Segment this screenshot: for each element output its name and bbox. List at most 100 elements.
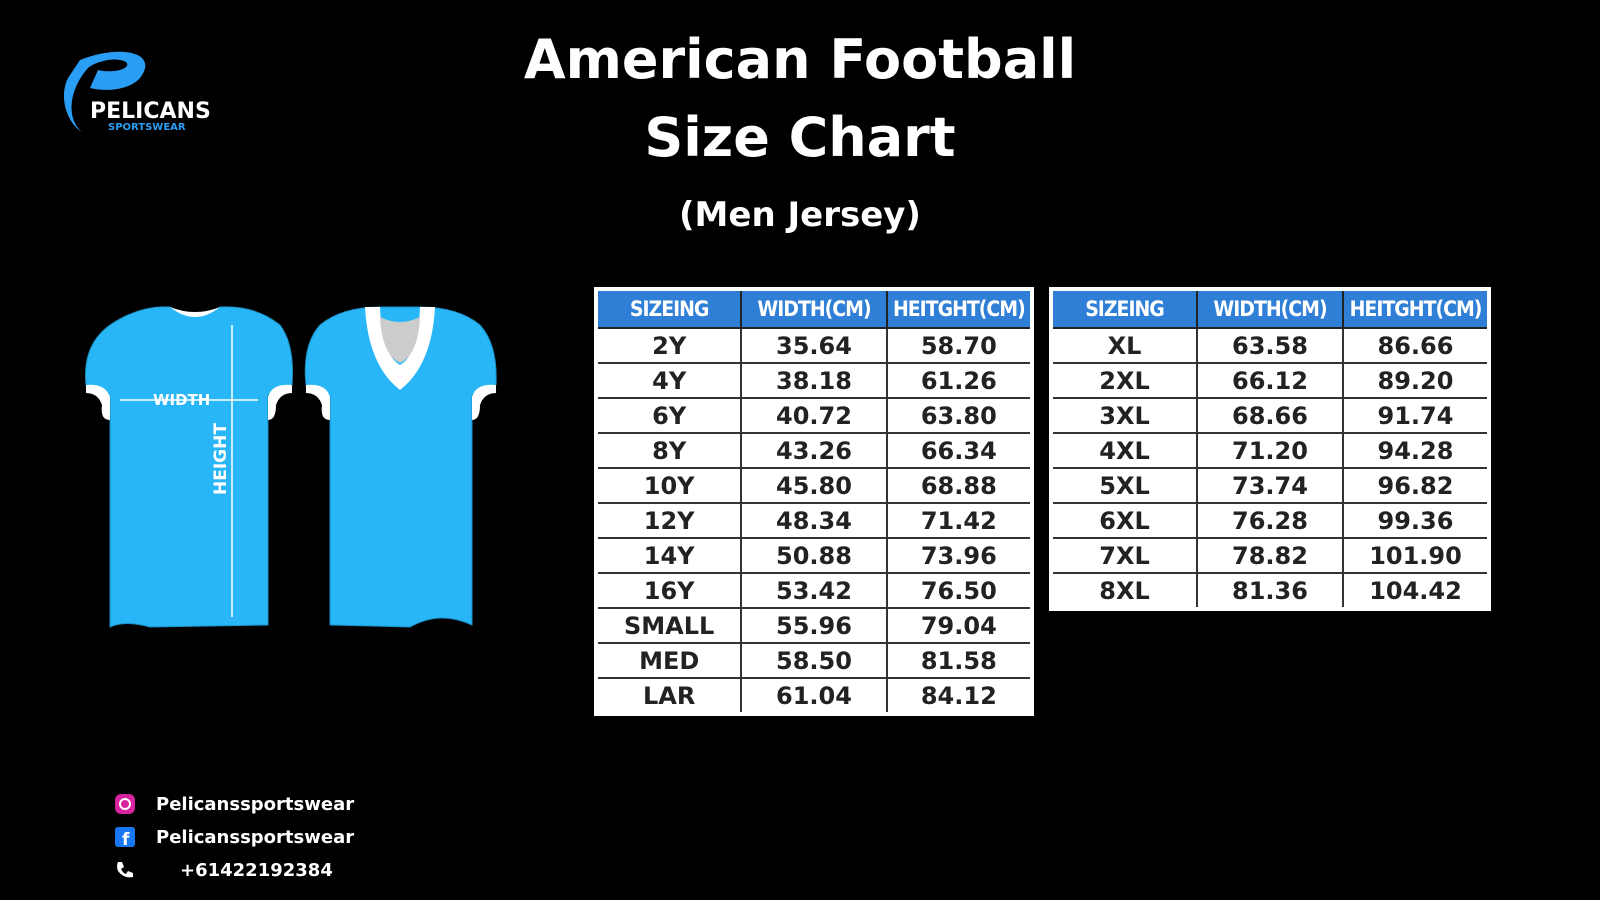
table-cell: 6Y <box>594 397 743 434</box>
contact-facebook: f Pelicanssportswear <box>114 826 354 848</box>
phone-number: +61422192384 <box>180 859 333 881</box>
table-cell: 94.28 <box>1342 432 1490 469</box>
table-row: 12Y 48.34 71.42 <box>594 502 1034 539</box>
table-cell: 68.88 <box>885 467 1034 504</box>
table-row: LAR 61.04 84.12 <box>594 677 1034 715</box>
table-cell: 81.36 <box>1196 572 1344 610</box>
table-cell: 2Y <box>594 327 743 364</box>
logo: PELICANS SPORTSWEAR <box>63 51 211 133</box>
table-row: 6Y 40.72 63.80 <box>594 397 1034 434</box>
column-header: SIZEING <box>1050 288 1198 329</box>
table-cell: 45.80 <box>740 467 888 504</box>
table-cell: 99.36 <box>1342 502 1490 539</box>
table-cell: 104.42 <box>1342 572 1490 610</box>
table-cell: 50.88 <box>740 537 888 574</box>
size-table: SIZEING WIDTH(CM) HEITGHT(CM) 2Y 35.64 58.70 4… <box>594 287 1034 716</box>
width-label: WIDTH <box>153 391 210 409</box>
table-cell: 86.66 <box>1342 327 1490 364</box>
table-cell: 48.34 <box>740 502 888 539</box>
jersey-diagram: WIDTH HEIGHT <box>85 306 497 628</box>
table-row: 2XL 66.12 89.20 <box>1050 362 1490 399</box>
table-row: 16Y 53.42 76.50 <box>594 572 1034 609</box>
table-row: XL 63.58 86.66 <box>1050 327 1490 364</box>
table-row: 14Y 50.88 73.96 <box>594 537 1034 574</box>
table-cell: MED <box>594 642 743 679</box>
title-line: American Football <box>523 28 1077 91</box>
table-cell: 38.18 <box>740 362 888 399</box>
jersey-back <box>304 306 497 628</box>
title-line: Size Chart <box>644 106 956 169</box>
table-cell: 61.04 <box>740 677 888 715</box>
table-cell: 58.50 <box>740 642 888 679</box>
table-cell: 53.42 <box>740 572 888 609</box>
table-cell: 8XL <box>1050 572 1198 610</box>
table-cell: 81.58 <box>885 642 1034 679</box>
table-row: 2Y 35.64 58.70 <box>594 327 1034 364</box>
table-row: 8Y 43.26 66.34 <box>594 432 1034 469</box>
column-header: WIDTH(CM) <box>1196 288 1344 329</box>
table-row: SMALL 55.96 79.04 <box>594 607 1034 644</box>
logo-name: PELICANS <box>90 99 211 124</box>
contact-phone: +61422192384 <box>114 859 333 881</box>
table-cell: 61.26 <box>885 362 1034 399</box>
table-cell: 16Y <box>594 572 743 609</box>
table-cell: 68.66 <box>1196 397 1344 434</box>
table-cell: 43.26 <box>740 432 888 469</box>
table-cell: 7XL <box>1050 537 1198 574</box>
table-cell: 2XL <box>1050 362 1198 399</box>
jersey-front: WIDTH HEIGHT <box>85 306 293 628</box>
table-row: 5XL 73.74 96.82 <box>1050 467 1490 504</box>
table-cell: 14Y <box>594 537 743 574</box>
table-cell: 58.70 <box>885 327 1034 364</box>
table-cell: 78.82 <box>1196 537 1344 574</box>
table-row: 4Y 38.18 61.26 <box>594 362 1034 399</box>
instagram-icon <box>115 794 135 814</box>
table-row: 7XL 78.82 101.90 <box>1050 537 1490 574</box>
table-cell: 84.12 <box>885 677 1034 715</box>
table-cell: 55.96 <box>740 607 888 644</box>
table-cell: 12Y <box>594 502 743 539</box>
table-cell: LAR <box>594 677 743 715</box>
size-table: SIZEING WIDTH(CM) HEITGHT(CM) XL 63.58 86.66 2… <box>1049 287 1491 611</box>
facebook-handle: Pelicanssportswear <box>156 826 355 848</box>
table-cell: 35.64 <box>740 327 888 364</box>
height-label: HEIGHT <box>211 423 231 495</box>
phone-icon <box>117 862 133 878</box>
table-cell: 73.74 <box>1196 467 1344 504</box>
table-cell: 76.50 <box>885 572 1034 609</box>
table-cell: SMALL <box>594 607 743 644</box>
table-cell: 6XL <box>1050 502 1198 539</box>
column-header: WIDTH(CM) <box>740 288 888 329</box>
table-row: 4XL 71.20 94.28 <box>1050 432 1490 469</box>
instagram-handle: Pelicanssportswear <box>156 793 355 815</box>
table-row: 3XL 68.66 91.74 <box>1050 397 1490 434</box>
table-cell: 40.72 <box>740 397 888 434</box>
svg-text:f: f <box>122 830 130 848</box>
table-row: 10Y 45.80 68.88 <box>594 467 1034 504</box>
table-cell: 66.34 <box>885 432 1034 469</box>
table-cell: 5XL <box>1050 467 1198 504</box>
table-cell: 10Y <box>594 467 743 504</box>
table-cell: 76.28 <box>1196 502 1344 539</box>
table-cell: 101.90 <box>1342 537 1490 574</box>
table-cell: XL <box>1050 327 1198 364</box>
contact-instagram: Pelicanssportswear <box>114 793 354 815</box>
subtitle: (Men Jersey) <box>679 195 921 235</box>
facebook-icon: f <box>115 827 135 848</box>
table-cell: 4XL <box>1050 432 1198 469</box>
column-header: HEITGHT(CM) <box>1342 288 1490 329</box>
header-row: SIZEING WIDTH(CM) HEITGHT(CM) <box>594 288 1034 329</box>
table-cell: 8Y <box>594 432 743 469</box>
logo-swoosh <box>63 51 146 132</box>
table-cell: 71.42 <box>885 502 1034 539</box>
table-cell: 63.80 <box>885 397 1034 434</box>
column-header: HEITGHT(CM) <box>885 288 1034 329</box>
table-cell: 91.74 <box>1342 397 1490 434</box>
table-row: 6XL 76.28 99.36 <box>1050 502 1490 539</box>
table-cell: 66.12 <box>1196 362 1344 399</box>
table-cell: 3XL <box>1050 397 1198 434</box>
table-cell: 73.96 <box>885 537 1034 574</box>
table-cell: 96.82 <box>1342 467 1490 504</box>
